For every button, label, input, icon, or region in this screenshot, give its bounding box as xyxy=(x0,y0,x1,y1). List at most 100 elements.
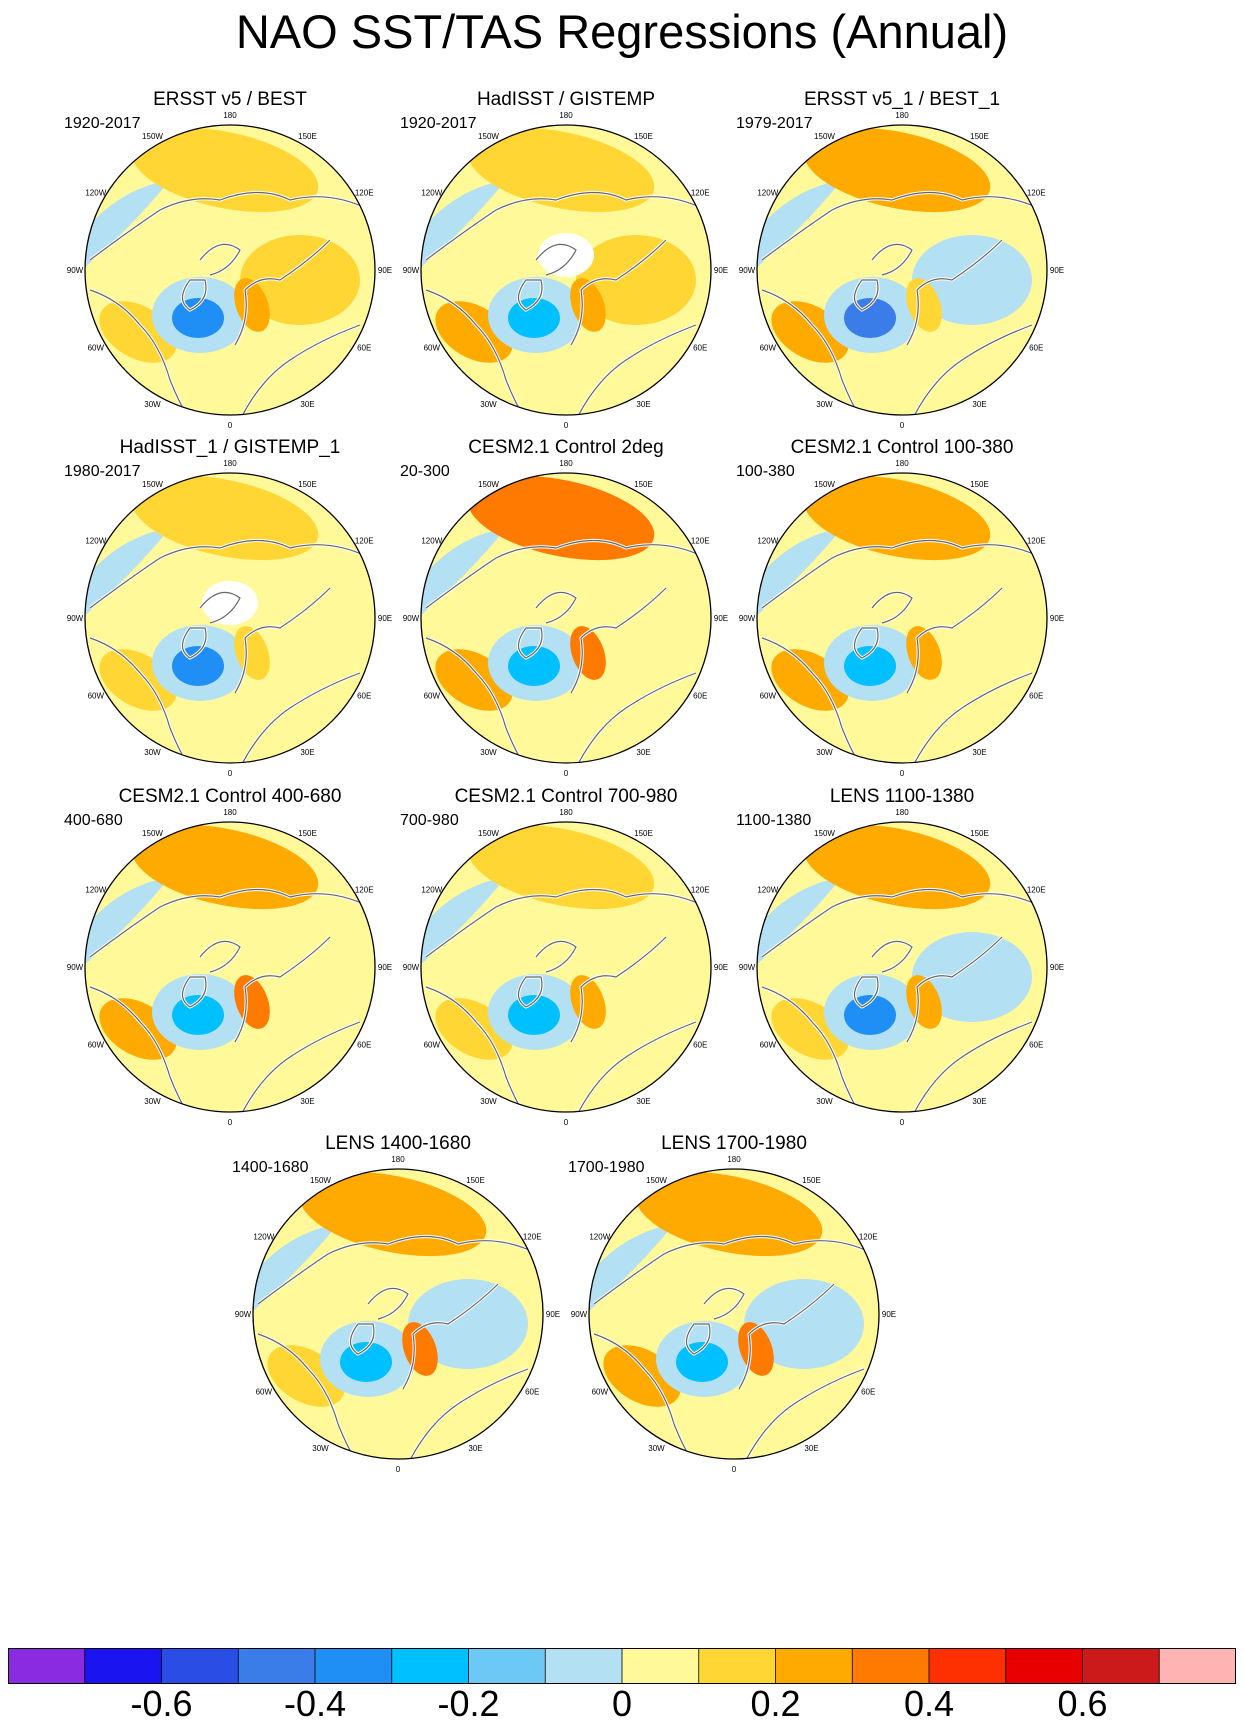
coastline xyxy=(234,936,331,1043)
longitude-label: 90E xyxy=(714,266,728,275)
subpolar-atlantic-field xyxy=(508,298,560,338)
panel-title: CESM2.1 Control 400-680 xyxy=(118,786,342,807)
colorbar-swatch xyxy=(468,1648,546,1684)
longitude-label: 60W xyxy=(88,1041,105,1050)
longitude-label: 120E xyxy=(355,886,374,895)
north-pacific-field xyxy=(131,475,319,561)
longitude-label: 150E xyxy=(634,132,653,141)
longitude-label: 0 xyxy=(732,1465,737,1474)
europe-field xyxy=(906,975,942,1029)
map-border xyxy=(84,821,376,1113)
europe-field xyxy=(234,626,270,680)
colorbar-swatch xyxy=(775,1648,853,1684)
coastline xyxy=(257,1333,359,1459)
longitude-label: 90E xyxy=(1050,266,1064,275)
longitude-label: 60W xyxy=(760,1041,777,1050)
coastline xyxy=(181,627,207,659)
panel-title: ERSST v5 / BEST xyxy=(153,89,307,110)
subpolar-atlantic-field xyxy=(340,1342,392,1382)
coastline xyxy=(761,637,863,763)
north-pacific-field xyxy=(467,824,655,910)
longitude-label: 120E xyxy=(1027,537,1046,546)
map-border xyxy=(252,1168,544,1460)
longitude-label: 0 xyxy=(228,1118,233,1127)
polar-map: 180 150E 120E 90E 60E 30E 0 30W 60W 90W 120W 150W xyxy=(403,808,728,1127)
longitude-label: 120W xyxy=(757,537,778,546)
colorbar-svg xyxy=(8,1648,1237,1684)
coastline xyxy=(239,672,361,763)
longitude-label: 180 xyxy=(559,459,573,468)
longitude-label: 120W xyxy=(421,189,442,198)
longitude-label: 30W xyxy=(312,1444,329,1453)
siberia-field xyxy=(408,1279,528,1369)
map-border xyxy=(420,124,712,416)
coastline xyxy=(570,587,667,694)
longitude-label: 180 xyxy=(895,808,909,817)
longitude-label: 90W xyxy=(67,963,84,972)
longitude-label: 30E xyxy=(300,400,314,409)
longitude-label: 150E xyxy=(298,132,317,141)
coastline xyxy=(517,279,543,311)
panel-period: 1400-1680 xyxy=(232,1159,309,1176)
coastline xyxy=(425,888,707,958)
coastline xyxy=(89,539,371,609)
longitude-label: 90W xyxy=(67,614,84,623)
subpolar-atlantic-field xyxy=(172,298,224,338)
longitude-label: 120W xyxy=(85,537,106,546)
missing-data-region xyxy=(538,233,594,277)
europe-field xyxy=(906,626,942,680)
coastline xyxy=(199,591,241,624)
longitude-label: 30E xyxy=(972,1097,986,1106)
longitude-label: 120W xyxy=(589,1233,610,1242)
longitude-label: 30W xyxy=(480,1097,497,1106)
europe-field xyxy=(234,975,270,1029)
longitude-label: 60E xyxy=(693,692,707,701)
longitude-label: 60W xyxy=(88,344,105,353)
longitude-label: 150E xyxy=(970,132,989,141)
polar-map: 180 150E 120E 90E 60E 30E 0 30W 60W 90W 120W 150W xyxy=(571,1155,896,1474)
coastline xyxy=(89,888,371,958)
coastline xyxy=(89,637,191,763)
coastline xyxy=(234,239,331,346)
longitude-label: 0 xyxy=(396,1465,401,1474)
siberia-field xyxy=(576,932,696,1022)
longitude-label: 0 xyxy=(900,421,905,430)
longitude-label: 90E xyxy=(1050,963,1064,972)
subpolar-atlantic-field xyxy=(844,646,896,686)
panel-period: 1100-1380 xyxy=(736,812,812,829)
longitude-label: 60E xyxy=(357,344,371,353)
panel-period: 1920-2017 xyxy=(64,115,141,132)
longitude-label: 90W xyxy=(67,266,84,275)
longitude-label: 150W xyxy=(814,829,835,838)
longitude-label: 0 xyxy=(564,1118,569,1127)
longitude-label: 60E xyxy=(1029,692,1043,701)
longitude-label: 180 xyxy=(895,459,909,468)
longitude-label: 180 xyxy=(223,111,237,120)
panel-period: 20-300 xyxy=(400,463,450,480)
longitude-label: 90W xyxy=(403,963,420,972)
longitude-label: 30W xyxy=(816,400,833,409)
longitude-label: 90E xyxy=(882,1310,896,1319)
longitude-label: 60E xyxy=(693,344,707,353)
map-panel: CESM2.1 Control 2deg 20-300 180 150E 120E 90E… xyxy=(396,436,736,796)
page-title: NAO SST/TAS Regressions (Annual) xyxy=(235,5,1009,58)
colorbar-swatch xyxy=(698,1648,776,1684)
coastline xyxy=(181,279,207,311)
north-pacific-field xyxy=(467,475,655,561)
longitude-label: 120W xyxy=(421,537,442,546)
colorbar-swatch xyxy=(1005,1648,1083,1684)
coastline xyxy=(853,279,879,311)
longitude-label: 120E xyxy=(355,189,374,198)
map-panel: CESM2.1 Control 400-680 400-680 180 150E 120… xyxy=(60,785,400,1145)
map-panel: HadISST / GISTEMP 1920-2017 180 150E 120E 90E… xyxy=(396,88,736,448)
longitude-label: 60W xyxy=(256,1388,273,1397)
colorbar-swatch xyxy=(1082,1648,1160,1684)
map-border xyxy=(588,1168,880,1460)
longitude-label: 180 xyxy=(727,1155,741,1164)
coastline xyxy=(367,1287,409,1320)
longitude-label: 90E xyxy=(1050,614,1064,623)
longitude-label: 60E xyxy=(1029,344,1043,353)
longitude-label: 180 xyxy=(223,808,237,817)
longitude-label: 30W xyxy=(480,400,497,409)
polar-map: 180 150E 120E 90E 60E 30E 0 30W 60W 90W 120W 150W xyxy=(739,111,1064,430)
